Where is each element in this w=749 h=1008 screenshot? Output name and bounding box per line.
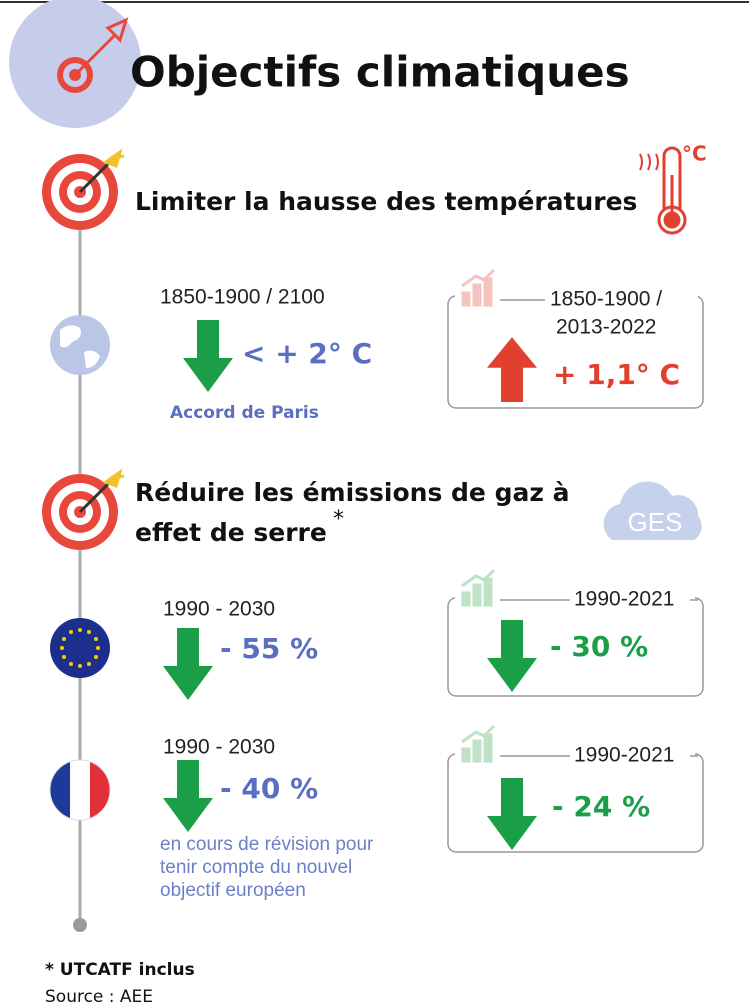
- section-title: effet de serre: [135, 518, 327, 547]
- icon-label: °C: [682, 142, 707, 166]
- period: 1990 - 2030: [163, 598, 275, 621]
- period: 1990 - 2030: [163, 736, 275, 759]
- observed-period: 1850-1900 /: [550, 288, 662, 311]
- source: Source : AEE: [45, 987, 153, 1007]
- france-flag-icon: [49, 759, 111, 821]
- title-target: [57, 17, 129, 93]
- target-value: - 40 %: [220, 772, 318, 805]
- observed-value: + 1,1° C: [553, 358, 680, 391]
- note: objectif européen: [160, 880, 306, 901]
- observed-value: - 24 %: [552, 790, 650, 823]
- target-icon: [40, 470, 126, 552]
- icon-label: GES: [628, 507, 683, 537]
- title: Objectifs climatiques: [130, 48, 630, 97]
- thermometer-icon: [639, 146, 687, 235]
- globe-icon: [50, 315, 110, 375]
- title-mark: *: [333, 507, 344, 532]
- observed-period: 1990-2021: [574, 744, 674, 767]
- down-arrow: [487, 620, 537, 692]
- down-arrow: [183, 320, 233, 392]
- observed-period: 1990-2021: [574, 588, 674, 611]
- down-arrow: [163, 628, 213, 700]
- note: Accord de Paris: [170, 403, 319, 423]
- up-arrow: [487, 337, 537, 402]
- cloud-icon: [603, 481, 702, 540]
- footnote: * UTCATF inclus: [45, 960, 195, 980]
- observed-box: [447, 295, 704, 409]
- observed-period: 2013-2022: [556, 316, 656, 339]
- down-arrow: [163, 760, 213, 832]
- eu-flag-icon: [50, 618, 110, 678]
- target-value: - 55 %: [220, 632, 318, 665]
- period: 1850-1900 / 2100: [160, 286, 325, 309]
- target-value: < + 2° C: [242, 337, 372, 370]
- note: en cours de révision pour: [160, 834, 374, 855]
- note: tenir compte du nouvel: [160, 857, 352, 878]
- section-title: Réduire les émissions de gaz à: [135, 478, 569, 507]
- section-title: Limiter la hausse des températures: [135, 187, 637, 216]
- target-icon: [40, 150, 126, 232]
- observed-value: - 30 %: [550, 630, 648, 663]
- down-arrow: [487, 778, 537, 850]
- timeline-end: [73, 918, 87, 932]
